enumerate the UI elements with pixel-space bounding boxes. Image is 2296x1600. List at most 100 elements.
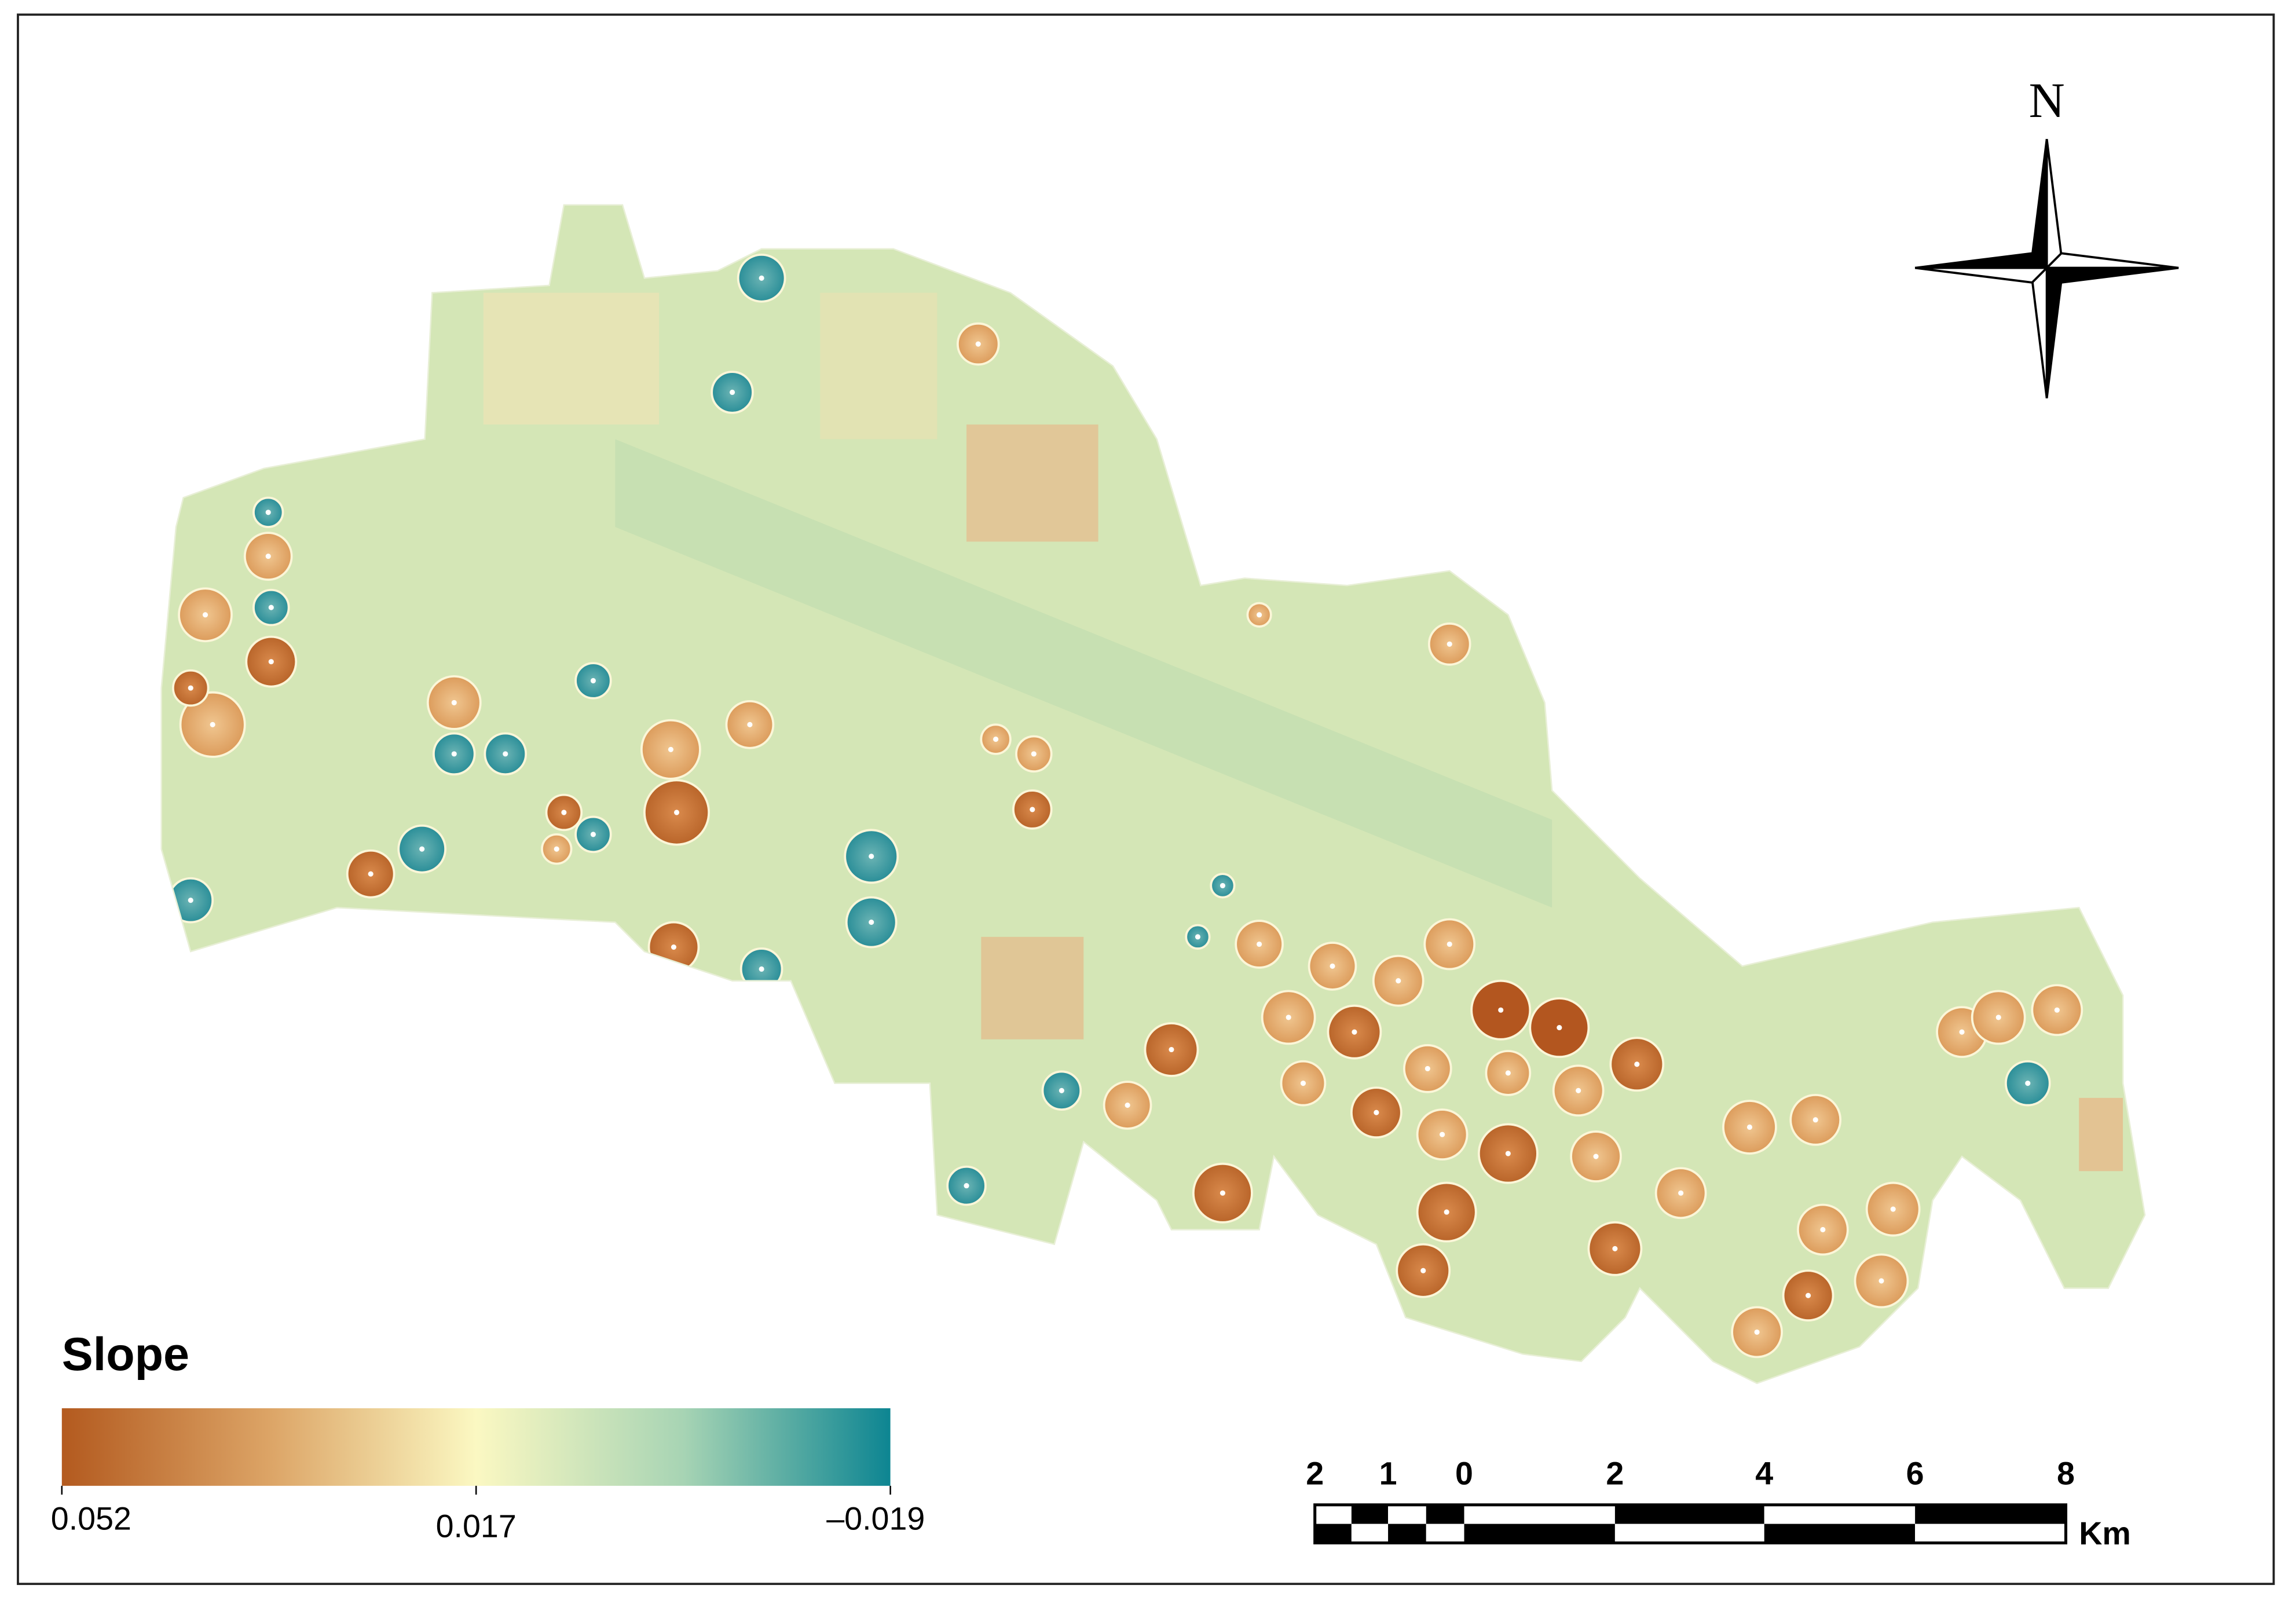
pivot-center [1352, 1029, 1357, 1035]
pivot-center [2025, 1081, 2031, 1086]
scale-label: 1 [1379, 1455, 1397, 1491]
scale-segment [1426, 1524, 1464, 1543]
pivot-center [2054, 1007, 2060, 1013]
pivot-center [451, 751, 457, 757]
pivot-center [368, 871, 373, 877]
pivot-center [1195, 934, 1200, 940]
pivot-center [1634, 1061, 1640, 1067]
scale-unit: Km [2079, 1515, 2131, 1551]
legend: Slope 0.052 0.017 –0.019 [51, 1328, 925, 1544]
pivot-center [210, 722, 215, 727]
pivot-center [419, 846, 425, 852]
legend-title: Slope [62, 1328, 189, 1381]
pivot-center [964, 1183, 969, 1189]
pivot-center [1820, 1226, 1826, 1232]
pivot-center [1746, 1124, 1753, 1130]
pivot-center [673, 810, 680, 815]
scale-segment [1388, 1504, 1426, 1524]
scale-segment [1351, 1504, 1389, 1524]
legend-label: 0.017 [436, 1508, 517, 1544]
legend-label: –0.019 [826, 1501, 925, 1537]
pivot-center [1059, 1088, 1064, 1093]
scale-label: 8 [2057, 1455, 2075, 1491]
scale-segment [1915, 1504, 2066, 1524]
scale-segment [1764, 1524, 1916, 1543]
pivot-center [1030, 807, 1035, 812]
study-area-outline [160, 204, 2146, 1385]
pivot-center [1374, 1110, 1379, 1115]
pivot-center [1169, 1046, 1174, 1053]
scale-segment [1351, 1524, 1389, 1543]
scale-segment [1314, 1524, 1352, 1543]
pivot-center [1125, 1103, 1130, 1108]
pivot-center [1576, 1088, 1581, 1093]
scale-segment [1614, 1504, 1764, 1524]
pivot-center [265, 510, 271, 515]
pivot-center [265, 554, 271, 559]
pivot-center [1220, 1190, 1225, 1196]
scale-segment [1388, 1524, 1426, 1543]
pivot-center [1878, 1278, 1884, 1284]
pivot-center [1812, 1117, 1818, 1123]
pivot-center [1031, 751, 1037, 757]
pivot-center [188, 685, 193, 691]
pivot-center [1440, 1132, 1445, 1137]
pivot-center [590, 832, 596, 837]
pivot-center [202, 612, 208, 618]
pivot-center [747, 722, 753, 727]
scale-outline [1313, 1503, 2068, 1544]
pivot-center [451, 700, 457, 705]
pivot-center [1330, 963, 1335, 969]
pivot-center [730, 389, 735, 396]
pivot-center [268, 605, 274, 610]
pivot-center [759, 275, 764, 281]
pivot-center [590, 678, 596, 684]
pivot-center [1959, 1029, 1965, 1035]
pivot-center [1754, 1329, 1760, 1335]
scale-label: 2 [1606, 1455, 1624, 1491]
scale-segment [1426, 1504, 1464, 1524]
pivot-center [1257, 941, 1262, 947]
pivot-center [1505, 1151, 1511, 1156]
pivot-center [554, 846, 559, 852]
pivot-center [1557, 1025, 1562, 1031]
scale-label: 2 [1306, 1455, 1324, 1491]
scale-segment [1915, 1524, 2066, 1543]
pivot-center [1444, 1209, 1449, 1215]
pivot-center [188, 898, 193, 903]
pivot-center [869, 854, 874, 859]
color-ramp [61, 1408, 891, 1486]
scale-label: 6 [1906, 1455, 1924, 1491]
pivot-center [1995, 1015, 2001, 1020]
pivot-center [1612, 1246, 1618, 1251]
pivot-center [975, 341, 981, 347]
pivot-center [1447, 941, 1452, 947]
pivot-center [671, 944, 677, 950]
scale-label: 0 [1455, 1455, 1473, 1491]
scale-bar: Km 2 1 0 2 4 6 8 [1306, 1455, 2131, 1551]
pivot-center [1257, 612, 1262, 618]
scale-segment [1464, 1504, 1615, 1524]
pivot-center [1425, 1066, 1430, 1071]
pivot-center [1420, 1268, 1426, 1273]
scale-label: 4 [1755, 1455, 1773, 1491]
pivot-center [1220, 883, 1225, 888]
pivot-center [1447, 641, 1452, 647]
pivot-center [1593, 1154, 1599, 1159]
scale-segment [1464, 1524, 1615, 1543]
scale-segment [1764, 1504, 1916, 1524]
pivot-center [268, 659, 274, 665]
pivot-center [1396, 978, 1401, 984]
pivot-center [1806, 1293, 1811, 1298]
pivot-center [993, 737, 999, 742]
pivot-center [1498, 1007, 1504, 1013]
scale-segment [1314, 1504, 1352, 1524]
pivot-center [1890, 1206, 1896, 1212]
pivot-center [561, 810, 567, 815]
pivot-center [1505, 1070, 1511, 1076]
pivot-center [1300, 1081, 1306, 1086]
pivot-center [1678, 1190, 1684, 1196]
pivot-center [503, 751, 508, 757]
